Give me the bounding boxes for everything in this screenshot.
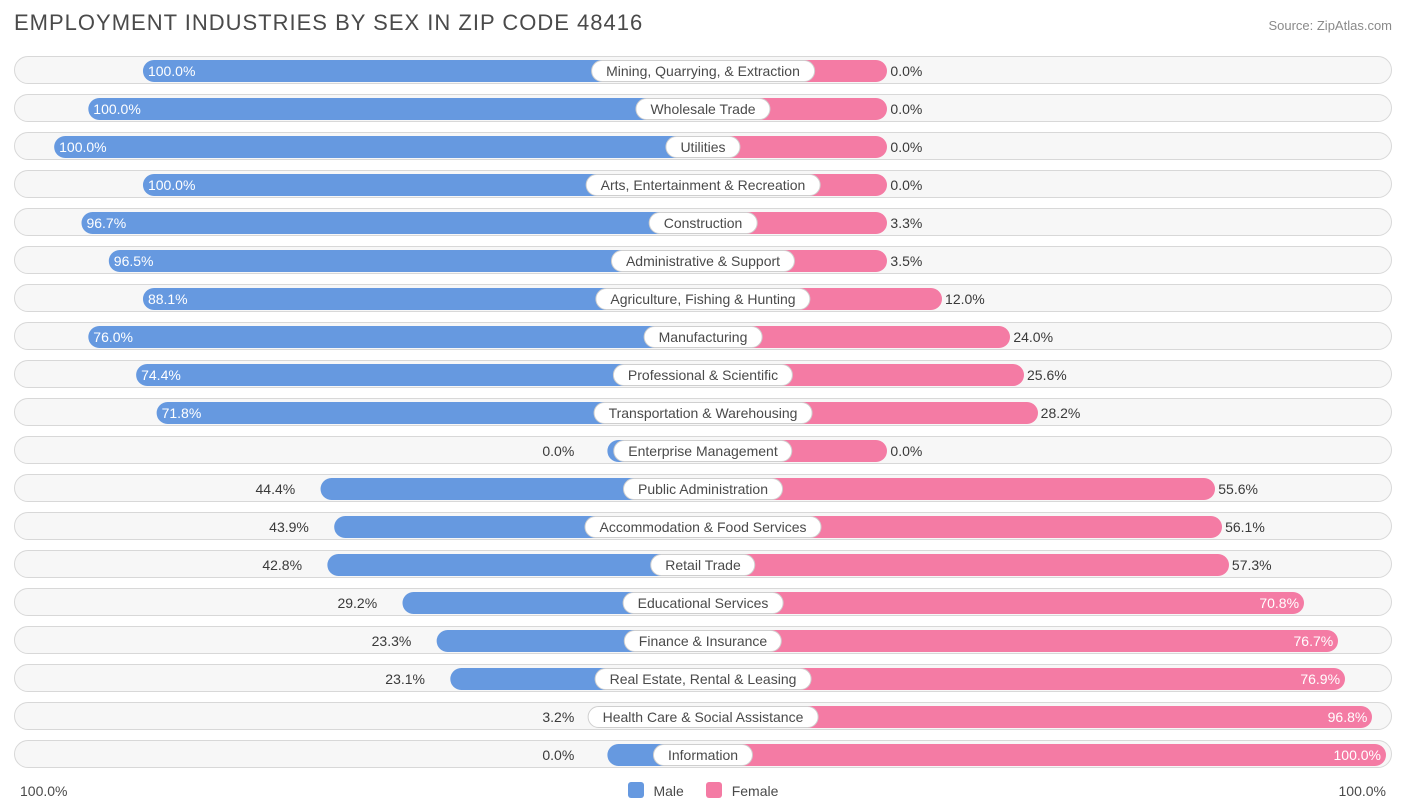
chart-row: 3.2% 96.8% Health Care & Social Assistance xyxy=(14,702,1392,730)
female-bar xyxy=(703,592,1304,614)
category-label: Wholesale Trade xyxy=(635,98,770,120)
category-label: Manufacturing xyxy=(644,326,763,348)
category-label: Utilities xyxy=(665,136,740,158)
axis-left-label: 100.0% xyxy=(20,783,67,799)
legend: Male Female xyxy=(628,782,779,799)
category-label: Health Care & Social Assistance xyxy=(588,706,819,728)
male-pct-label: 100.0% xyxy=(138,57,205,84)
chart-row: 96.7% 3.3% Construction xyxy=(14,208,1392,236)
female-pct-label: 56.1% xyxy=(1225,513,1265,540)
category-label: Retail Trade xyxy=(650,554,755,576)
category-label: Arts, Entertainment & Recreation xyxy=(586,174,821,196)
male-bar xyxy=(54,136,703,158)
female-pct-label: 0.0% xyxy=(890,437,922,464)
chart-row: 76.0% 24.0% Manufacturing xyxy=(14,322,1392,350)
female-pct-label: 3.5% xyxy=(890,247,922,274)
chart-row: 29.2% 70.8% Educational Services xyxy=(14,588,1392,616)
male-pct-label: 29.2% xyxy=(337,589,377,616)
female-pct-label: 25.6% xyxy=(1027,361,1067,388)
chart-row: 100.0% 0.0% Wholesale Trade xyxy=(14,94,1392,122)
male-pct-label: 88.1% xyxy=(138,285,198,312)
male-pct-label: 100.0% xyxy=(138,171,205,198)
category-label: Enterprise Management xyxy=(613,440,792,462)
category-label: Mining, Quarrying, & Extraction xyxy=(591,60,815,82)
diverging-bar-chart: 100.0% 0.0% Mining, Quarrying, & Extractio… xyxy=(14,56,1392,768)
category-label: Professional & Scientific xyxy=(613,364,793,386)
female-pct-label: 55.6% xyxy=(1218,475,1258,502)
male-pct-label: 100.0% xyxy=(83,95,150,122)
category-label: Construction xyxy=(649,212,758,234)
male-pct-label: 0.0% xyxy=(542,437,574,464)
category-label: Agriculture, Fishing & Hunting xyxy=(595,288,810,310)
male-bar xyxy=(88,98,703,120)
chart-row: 74.4% 25.6% Professional & Scientific xyxy=(14,360,1392,388)
category-label: Administrative & Support xyxy=(611,250,795,272)
male-bar xyxy=(327,554,703,576)
female-pct-label: 70.8% xyxy=(1249,589,1309,616)
male-bar xyxy=(81,212,703,234)
male-pct-label: 42.8% xyxy=(262,551,302,578)
chart-row: 71.8% 28.2% Transportation & Warehousing xyxy=(14,398,1392,426)
chart-row: 0.0% 0.0% Enterprise Management xyxy=(14,436,1392,464)
female-bar xyxy=(703,630,1338,652)
chart-row: 100.0% 0.0% Mining, Quarrying, & Extractio… xyxy=(14,56,1392,84)
category-label: Information xyxy=(653,744,753,766)
female-pct-label: 0.0% xyxy=(890,133,922,160)
chart-row: 44.4% 55.6% Public Administration xyxy=(14,474,1392,502)
axis-right-label: 100.0% xyxy=(1339,783,1386,799)
female-pct-label: 12.0% xyxy=(945,285,985,312)
male-pct-label: 74.4% xyxy=(131,361,191,388)
male-pct-label: 71.8% xyxy=(152,399,212,426)
male-pct-label: 3.2% xyxy=(542,703,574,730)
female-pct-label: 0.0% xyxy=(890,95,922,122)
chart-row: 42.8% 57.3% Retail Trade xyxy=(14,550,1392,578)
chart-row: 100.0% 0.0% Utilities xyxy=(14,132,1392,160)
legend-male: Male xyxy=(628,782,684,799)
male-pct-label: 100.0% xyxy=(49,133,116,160)
female-pct-label: 76.9% xyxy=(1290,665,1350,692)
female-pct-label: 28.2% xyxy=(1041,399,1081,426)
chart-row: 23.1% 76.9% Real Estate, Rental & Leasing xyxy=(14,664,1392,692)
chart-row: 88.1% 12.0% Agriculture, Fishing & Hunting xyxy=(14,284,1392,312)
chart-row: 100.0% 0.0% Arts, Entertainment & Recreati… xyxy=(14,170,1392,198)
male-pct-label: 96.5% xyxy=(104,247,164,274)
male-pct-label: 96.7% xyxy=(76,209,136,236)
female-bar xyxy=(703,554,1229,576)
female-pct-label: 24.0% xyxy=(1013,323,1053,350)
category-label: Real Estate, Rental & Leasing xyxy=(595,668,812,690)
category-label: Transportation & Warehousing xyxy=(594,402,813,424)
legend-female-label: Female xyxy=(732,783,779,799)
chart-row: 96.5% 3.5% Administrative & Support xyxy=(14,246,1392,274)
female-pct-label: 0.0% xyxy=(890,171,922,198)
chart-row: 43.9% 56.1% Accommodation & Food Services xyxy=(14,512,1392,540)
category-label: Accommodation & Food Services xyxy=(585,516,822,538)
category-label: Educational Services xyxy=(623,592,784,614)
legend-female: Female xyxy=(706,782,779,799)
female-bar xyxy=(703,744,1386,766)
female-swatch xyxy=(706,782,722,798)
chart-row: 23.3% 76.7% Finance & Insurance xyxy=(14,626,1392,654)
male-pct-label: 43.9% xyxy=(269,513,309,540)
female-pct-label: 0.0% xyxy=(890,57,922,84)
male-bar xyxy=(88,326,703,348)
category-label: Public Administration xyxy=(623,478,783,500)
male-pct-label: 23.1% xyxy=(385,665,425,692)
female-pct-label: 76.7% xyxy=(1284,627,1344,654)
category-label: Finance & Insurance xyxy=(624,630,782,652)
source-label: Source: ZipAtlas.com xyxy=(1268,18,1392,33)
header: EMPLOYMENT INDUSTRIES BY SEX IN ZIP CODE… xyxy=(14,10,1392,36)
female-pct-label: 3.3% xyxy=(890,209,922,236)
chart-title: EMPLOYMENT INDUSTRIES BY SEX IN ZIP CODE… xyxy=(14,10,643,36)
female-pct-label: 57.3% xyxy=(1232,551,1272,578)
male-swatch xyxy=(628,782,644,798)
male-pct-label: 23.3% xyxy=(372,627,412,654)
chart-row: 0.0% 100.0% Information xyxy=(14,740,1392,768)
male-pct-label: 0.0% xyxy=(542,741,574,768)
legend-male-label: Male xyxy=(653,783,683,799)
axis-row: 100.0% Male Female 100.0% xyxy=(14,778,1392,799)
male-pct-label: 44.4% xyxy=(256,475,296,502)
male-pct-label: 76.0% xyxy=(83,323,143,350)
female-pct-label: 100.0% xyxy=(1324,741,1391,768)
female-pct-label: 96.8% xyxy=(1318,703,1378,730)
